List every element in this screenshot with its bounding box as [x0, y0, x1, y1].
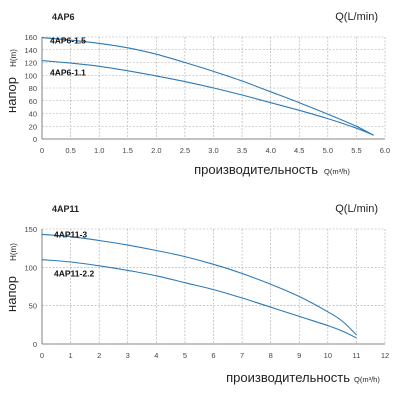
series-label-4AP11-2.2: 4AP11-2.2	[54, 269, 94, 279]
x-tick-label: 8	[269, 351, 273, 360]
y-tick-label: 80	[29, 84, 37, 93]
x-tick-label: 5.5	[351, 146, 361, 155]
chart1-ylabel-unit: H(m)	[9, 49, 18, 67]
chart2-ylabel-unit: H(m)	[9, 243, 18, 261]
x-tick-label: 11	[353, 351, 361, 360]
series-line-4AP11-3	[41, 233, 357, 336]
series-label-4AP6-1.1: 4AP6-1.1	[50, 68, 86, 78]
series-line-4AP6-1.5	[41, 37, 374, 136]
series-line-4AP6-1.1	[41, 60, 374, 136]
chart1-xlabel-unit: Q(m³/h)	[324, 167, 350, 176]
chart2-title: 4AP11	[52, 204, 79, 214]
chart1-ylabel: напор	[4, 77, 19, 113]
x-tick-label: 4.0	[265, 146, 275, 155]
chart1-top-unit: Q(L/min)	[335, 11, 378, 23]
x-tick-label: 2	[97, 351, 101, 360]
chart1-plot: 0 0.5 1.0 1.5 2.0 2.5 3.0 3.5 4.0 4.5 5.0 5.5 6.0 0 20…	[24, 33, 390, 155]
y-tick-label: 50	[29, 302, 37, 311]
x-tick-label: 0	[40, 351, 44, 360]
x-tick-label: 6.0	[380, 146, 390, 155]
y-tick-label: 160	[24, 33, 37, 42]
chart2-top-unit: Q(L/min)	[335, 203, 378, 215]
chart1-xlabel: производительность	[194, 162, 318, 177]
x-tick-label: 5.0	[323, 146, 333, 155]
x-tick-label: 1	[68, 351, 72, 360]
x-tick-label: 3.5	[237, 146, 247, 155]
x-tick-label: 10	[324, 351, 332, 360]
y-tick-label: 150	[24, 225, 37, 234]
series-label-4AP11-3: 4AP11-3	[54, 229, 87, 239]
y-tick-label: 140	[24, 46, 37, 55]
x-tick-label: 5	[183, 351, 187, 360]
x-tick-label: 9	[297, 351, 301, 360]
x-tick-label: 0	[40, 146, 44, 155]
chart1-title: 4AP6	[52, 12, 75, 22]
chart2-xlabel: производительность	[226, 370, 350, 385]
y-tick-label: 100	[24, 71, 37, 80]
y-tick-label: 120	[24, 59, 37, 68]
x-tick-label: 1.0	[94, 146, 104, 155]
x-tick-label: 4.5	[294, 146, 304, 155]
x-tick-label: 4	[154, 351, 158, 360]
y-tick-label: 20	[29, 122, 37, 131]
x-tick-label: 0.5	[65, 146, 75, 155]
chart2-xlabel-unit: Q(m³/h)	[354, 375, 380, 384]
x-tick-label: 1.5	[123, 146, 133, 155]
y-tick-label: 60	[29, 97, 37, 106]
y-tick-label: 40	[29, 110, 37, 119]
x-tick-label: 6	[211, 351, 215, 360]
x-tick-label: 3	[126, 351, 130, 360]
series-label-4AP6-1.5: 4AP6-1.5	[50, 36, 86, 46]
x-tick-label: 2.5	[180, 146, 190, 155]
x-tick-label: 3.0	[208, 146, 218, 155]
x-tick-label: 7	[240, 351, 244, 360]
x-tick-label: 12	[381, 351, 389, 360]
y-tick-label: 0	[33, 135, 37, 144]
x-tick-label: 2.0	[151, 146, 161, 155]
y-tick-label: 0	[33, 340, 37, 349]
chart2-ylabel: напор	[4, 276, 19, 312]
series-line-4AP11-2.2	[41, 259, 357, 339]
y-tick-label: 100	[24, 263, 37, 272]
